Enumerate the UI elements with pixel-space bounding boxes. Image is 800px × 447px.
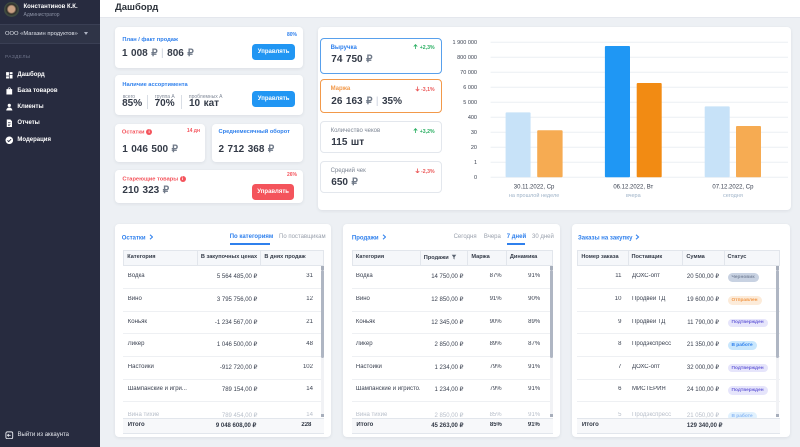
- svg-text:06.12.2022, Вт: 06.12.2022, Вт: [613, 185, 653, 191]
- svg-text:0: 0: [474, 175, 477, 181]
- svg-text:30: 30: [471, 130, 477, 136]
- svg-text:1: 1: [474, 160, 477, 166]
- svg-text:20: 20: [471, 145, 477, 151]
- svg-text:1 900 000: 1 900 000: [453, 40, 477, 46]
- svg-text:07.12.2022, Ср: 07.12.2022, Ср: [712, 185, 754, 191]
- svg-text:6 000: 6 000: [463, 85, 477, 91]
- svg-text:30.11.2022, Ср: 30.11.2022, Ср: [514, 185, 555, 191]
- svg-text:800 000: 800 000: [457, 55, 477, 61]
- svg-text:70 000: 70 000: [460, 70, 477, 76]
- svg-text:сегодня: сегодня: [723, 193, 743, 199]
- svg-text:5 000: 5 000: [463, 100, 477, 106]
- svg-text:на прошлой неделе: на прошлой неделе: [509, 192, 559, 199]
- svg-text:400: 400: [468, 115, 477, 121]
- svg-text:вчера: вчера: [626, 193, 642, 199]
